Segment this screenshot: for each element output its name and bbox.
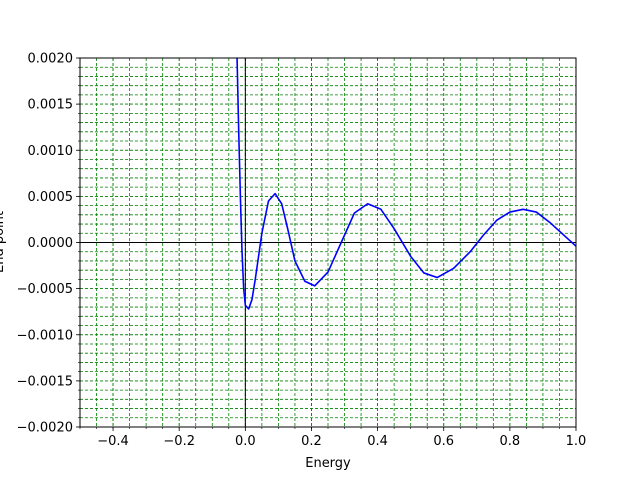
plot-area [80, 58, 576, 427]
data-line [236, 58, 576, 310]
y-tick-label: 0.0010 [28, 144, 74, 159]
x-tick-label: 0.6 [433, 434, 454, 449]
x-tick-label: −0.4 [97, 434, 129, 449]
y-tick-label: 0.0020 [28, 52, 74, 67]
y-tick-label: −0.0010 [17, 328, 73, 343]
ticks: −0.4 −0.2 0.0 0.2 0.4 0.6 0.8 1.0 −0.0020 −0.0015… [17, 52, 587, 450]
y-axis-label: End point [0, 211, 7, 273]
y-tick-label: 0.0015 [28, 98, 74, 113]
y-tick-label: −0.0005 [17, 282, 73, 297]
y-tick-label: −0.0020 [17, 421, 73, 436]
x-tick-label: −0.2 [163, 434, 195, 449]
x-tick-label: 0.0 [235, 434, 256, 449]
x-axis-label: Energy [305, 456, 351, 471]
x-tick-label: 0.2 [301, 434, 322, 449]
grid [79, 57, 577, 428]
x-tick-label: 0.4 [367, 434, 388, 449]
y-tick-label: −0.0015 [17, 374, 73, 389]
y-tick-label: 0.0005 [28, 190, 74, 205]
x-tick-label: 0.8 [500, 434, 521, 449]
x-tick-label: 1.0 [566, 434, 587, 449]
y-tick-label: 0.0000 [28, 236, 74, 251]
